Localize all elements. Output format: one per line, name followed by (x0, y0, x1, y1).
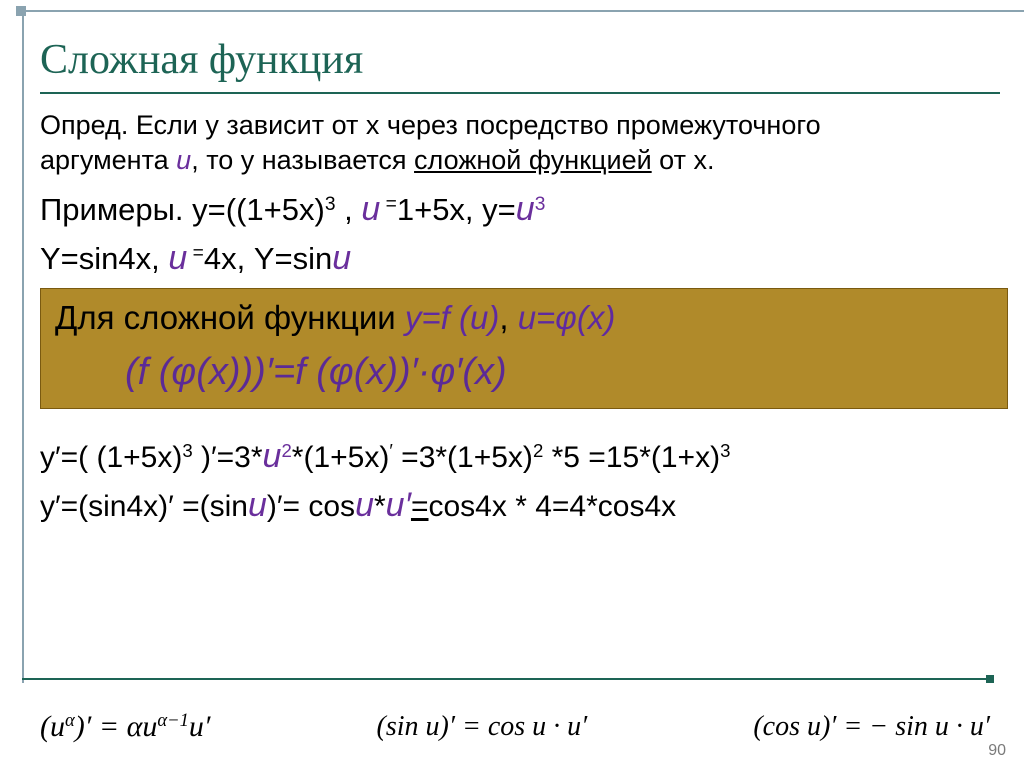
f1-c: u (142, 710, 157, 743)
u-variable: u (176, 145, 191, 175)
derivative-line-1: у′=( (1+5х)3 )′=3*u2*(1+5х)′ =3*(1+5х)2 … (40, 437, 1008, 476)
example-line-1: Примеры. у=((1+5х)3 , u =1+5х, у=u3 (40, 190, 1008, 229)
d2-eq: = (411, 490, 429, 523)
rule1-a: Для сложной функции (55, 299, 405, 336)
f1-a: (u (40, 710, 65, 743)
d1-e2b: 2 (533, 440, 543, 461)
title-underline (40, 92, 1000, 94)
slide-title: Сложная функция (40, 36, 1012, 84)
d2-e: cos4х * 4=4*cos4х (429, 490, 677, 523)
ex1-u: u (361, 190, 380, 228)
def-underlined: сложной функцией (414, 145, 652, 175)
def-part-c: , то у называется (191, 145, 414, 175)
rule1-c: , (499, 299, 517, 336)
ex1-eq-sup: = (380, 194, 397, 215)
bottom-formulas: (uα)′ = αuα−1u′ (sin u)′ = cos u · u′ (c… (40, 709, 990, 744)
bottom-divider (22, 678, 990, 680)
d1-e3: 3 (182, 440, 192, 461)
rule2-text: (f (φ(х)))′=f (φ(х))′·φ′(х) (125, 351, 507, 393)
rule-line-2: (f (φ(х)))′=f (φ(х))′·φ′(х) (55, 351, 993, 394)
ex2-u: u (168, 239, 187, 277)
frame-top (22, 10, 1024, 12)
formula-cos: (cos u)′ = − sin u · u′ (753, 711, 990, 743)
d1-c: *(1+5х) (292, 441, 390, 474)
ex2-uval: 4х, Y=sin (204, 241, 332, 276)
d2-b: )′= cos (267, 490, 355, 523)
rule-line-1: Для сложной функции y=f (u), u=φ(х) (55, 299, 993, 337)
d2-u3: u (386, 486, 405, 524)
d1-e3b: 3 (720, 440, 730, 461)
f1-alpha2: α (127, 710, 143, 743)
ex1-exp3: 3 (325, 194, 336, 215)
d1-prime: ′ (389, 440, 393, 461)
formula-sin: (sin u)′ = cos u · u′ (377, 711, 588, 743)
f1-b: )′ = (75, 710, 127, 743)
ex2-u2: u (332, 239, 351, 277)
ex1-exp3b: 3 (535, 194, 546, 215)
f1-alpha3: α−1 (157, 710, 189, 731)
example-line-2: Y=sin4х, u =4х, Y=sinu (40, 239, 1008, 278)
d1-b: )′=3* (193, 441, 263, 474)
def-part-b: аргумента (40, 145, 176, 175)
rule1-b: y=f (u) (405, 299, 499, 336)
d1-u: u (263, 437, 282, 475)
formula-power: (uα)′ = αuα−1u′ (40, 709, 210, 744)
ex1-yu: у= (482, 192, 516, 227)
f1-d: u′ (189, 710, 211, 743)
examples-label: Примеры. (40, 192, 184, 227)
d2-a: у′=(sin4х)′ =(sin (40, 490, 248, 523)
frame-left (22, 10, 24, 683)
ex1-sep: , (336, 192, 362, 227)
d1-e: *5 =15*(1+х) (543, 441, 720, 474)
d2-u2: u (355, 486, 374, 524)
ex2-eq-sup: = (187, 243, 204, 264)
def-part-e: от х. (652, 145, 715, 175)
d1-d: =3*(1+5х) (393, 441, 533, 474)
definition-text: Опред. Если у зависит от х через посредс… (40, 108, 1008, 178)
d2-c: * (374, 490, 386, 523)
page-number: 90 (988, 742, 1006, 760)
content: Опред. Если у зависит от х через посредс… (40, 108, 1008, 525)
rule-box: Для сложной функции y=f (u), u=φ(х) (f (… (40, 288, 1008, 409)
ex2-y: Y=sin4х, (40, 241, 168, 276)
def-part-a: Опред. Если у зависит от х через посредс… (40, 110, 821, 140)
d1-e2: 2 (281, 440, 291, 461)
rule1-d: u=φ(х) (518, 299, 616, 336)
f1-alpha: α (65, 710, 75, 731)
d1-a: у′=( (1+5х) (40, 441, 182, 474)
d2-u1: u (248, 486, 267, 524)
derivative-line-2: у′=(sin4х)′ =(sinu)′= cosu*u′=cos4х * 4=… (40, 486, 1008, 525)
ex1-u2: u (516, 190, 535, 228)
ex1-y: у=((1+5х) (192, 192, 325, 227)
slide: Сложная функция Опред. Если у зависит от… (0, 0, 1024, 768)
ex1-uval: 1+5х, (397, 192, 482, 227)
